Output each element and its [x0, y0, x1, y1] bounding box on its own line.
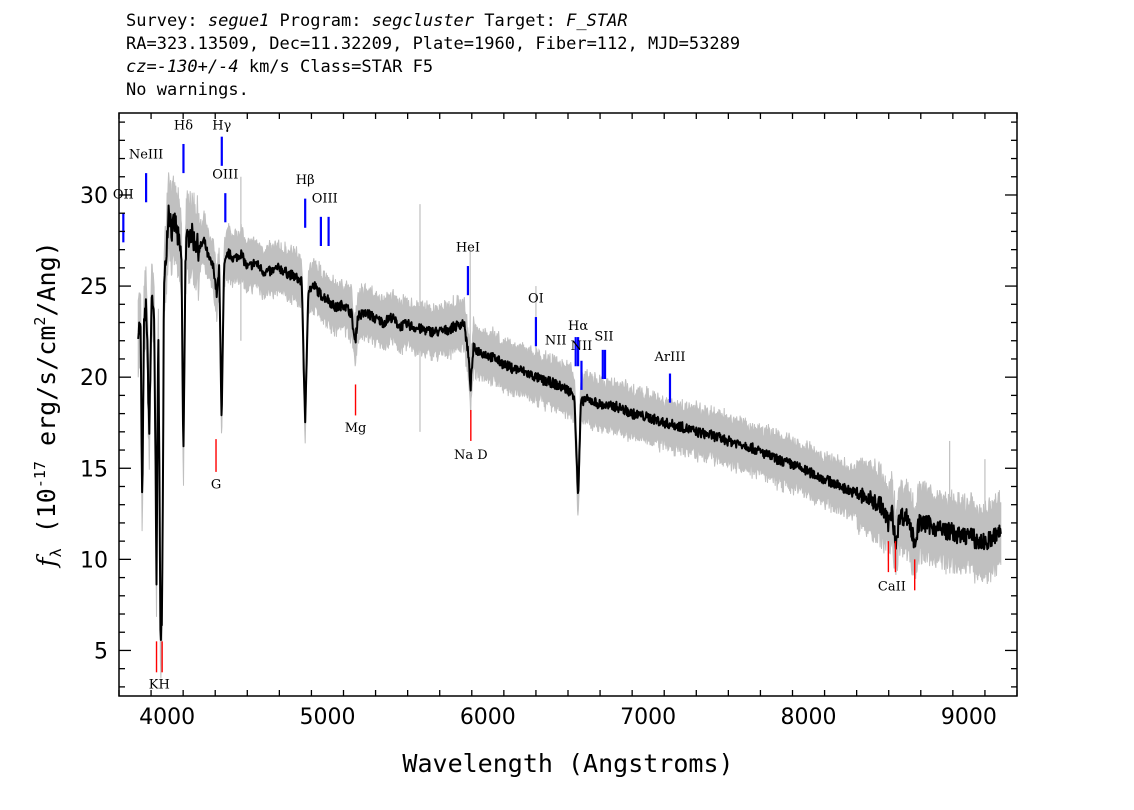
spectrum-header: Survey: segue1 Program: segcluster Targe…	[126, 10, 740, 102]
x-tick-label-4000: 4000	[139, 705, 195, 730]
x-tick-label-6000: 6000	[460, 705, 516, 730]
emission-label-6: OIII	[312, 191, 338, 206]
header-line-3: cz=-130+/-4 km/s Class=STAR F5	[126, 56, 740, 79]
x-tick-label-8000: 8000	[781, 705, 837, 730]
y-tick-label-25: 25	[80, 275, 108, 300]
header-line-3-part-0: cz=-130+/-4	[126, 57, 239, 77]
ylabel-part-2: erg/s/cm	[32, 326, 61, 461]
ylabel-part-3: 2	[31, 317, 49, 326]
emission-label-7: HeI	[456, 240, 480, 255]
header-line-1-part-3: segcluster	[371, 11, 475, 31]
ylabel-f: f	[32, 554, 61, 569]
y-tick-label-5: 5	[94, 639, 108, 664]
emission-label-8: OI	[528, 291, 544, 306]
x-tick-label-9000: 9000	[941, 705, 997, 730]
emission-label-1: NeIII	[129, 148, 163, 163]
header-line-1-part-4: Target:	[474, 11, 567, 31]
header-line-4: No warnings.	[126, 80, 249, 100]
flux-series	[137, 204, 1002, 641]
y-axis-title: fλ (10-17 erg/s/cm2/Ang)	[31, 241, 65, 568]
axis-ticks-layer: 4000 5000 6000 7000 8000 9000 5 10 15 20 25 30	[80, 113, 1018, 730]
emission-label-12: SII	[594, 330, 613, 345]
absorption-label-4: CaII	[878, 579, 906, 594]
emission-label-3: Hγ	[212, 118, 231, 133]
y-tick-label-20: 20	[80, 366, 108, 391]
absorption-label-2: Mg	[345, 421, 367, 436]
ylabel-lambda: λ	[47, 548, 65, 557]
emission-label-4: OIII	[212, 168, 238, 183]
x-tick-label-7000: 7000	[620, 705, 676, 730]
ylabel-part-1: -17	[31, 461, 49, 488]
y-tick-label-15: 15	[80, 457, 108, 482]
emission-label-9: NII	[545, 333, 567, 348]
absorption-label-3: Na D	[454, 448, 488, 463]
header-line-2: RA=323.13509, Dec=11.32209, Plate=1960, …	[126, 34, 741, 54]
header-line-1-part-5: F_STAR	[566, 11, 628, 31]
header-line-1-part-2: Program:	[269, 11, 372, 31]
emission-label-2: Hδ	[174, 118, 193, 133]
emission-label-5: Hβ	[296, 173, 315, 188]
header-line-3-part-1: km/s Class=STAR F5	[238, 57, 434, 77]
flux-layer	[137, 204, 1002, 641]
absorption-label-0: KH	[149, 678, 170, 693]
header-line-1-part-1: segue1	[207, 11, 270, 31]
x-tick-label-5000: 5000	[299, 705, 355, 730]
emission-label-13: ArIII	[653, 350, 685, 365]
ylabel-space	[32, 533, 61, 548]
absorption-label-1: G	[211, 477, 221, 492]
x-axis-title: Wavelength (Angstroms)	[402, 749, 733, 778]
emission-label-10: Hα	[568, 319, 588, 334]
error-band-layer	[137, 172, 1002, 679]
svg-text:fλ (10-17 erg/s/cm2/Ang): fλ (10-17 erg/s/cm2/Ang)	[31, 241, 65, 568]
y-tick-label-10: 10	[80, 548, 108, 573]
emission-label-11: NII	[571, 339, 593, 354]
ylabel-part-0: (10	[32, 488, 61, 533]
ylabel-part-4: /Ang)	[32, 241, 61, 316]
y-tick-label-30: 30	[80, 184, 108, 209]
header-line-1-part-0: Survey:	[126, 11, 208, 31]
error-band	[137, 172, 1002, 679]
header-line-1: Survey: segue1 Program: segcluster Targe…	[126, 10, 740, 33]
